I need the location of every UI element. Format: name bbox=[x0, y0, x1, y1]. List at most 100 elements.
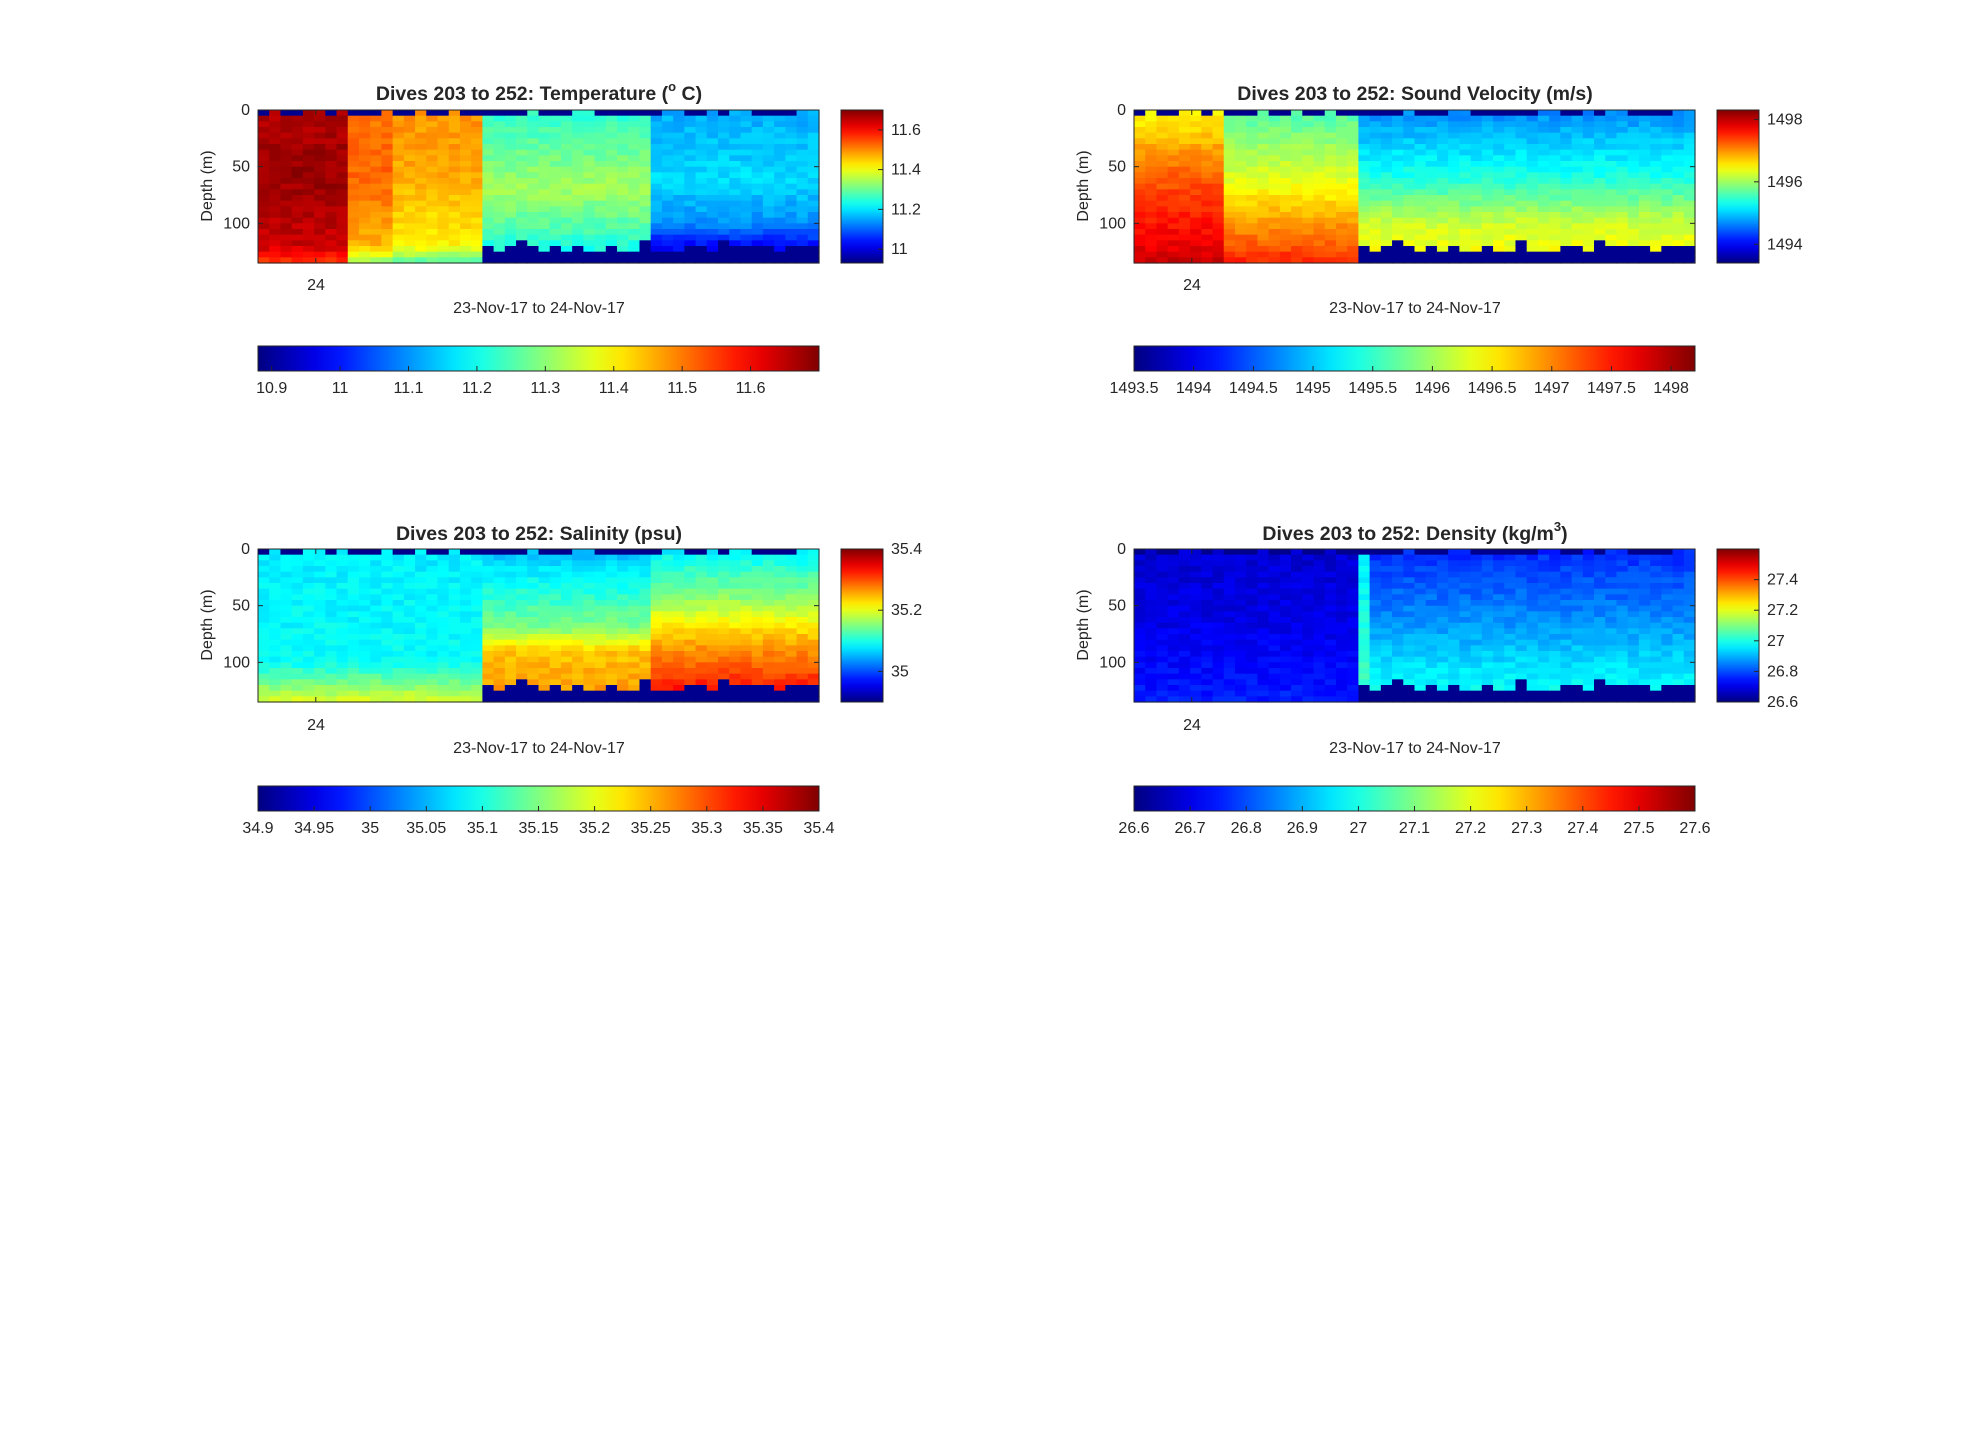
heatmap-cell bbox=[1481, 246, 1494, 253]
heatmap-cell bbox=[1436, 127, 1449, 134]
heatmap-cell bbox=[302, 127, 315, 134]
heatmap-cell bbox=[1302, 656, 1315, 663]
heatmap-cell bbox=[617, 685, 629, 692]
heatmap-cell bbox=[1571, 172, 1584, 179]
heatmap-cell bbox=[403, 622, 416, 629]
heatmap-cell bbox=[504, 144, 517, 151]
heatmap-cell bbox=[572, 651, 584, 658]
heatmap-cell bbox=[504, 690, 517, 697]
heatmap-cell bbox=[1380, 121, 1393, 128]
heatmap-cell bbox=[403, 110, 416, 117]
heatmap-cell bbox=[639, 212, 652, 219]
heatmap-cell bbox=[740, 251, 753, 258]
heatmap-cell bbox=[1537, 166, 1550, 173]
heatmap-cell bbox=[718, 634, 730, 641]
heatmap-cell bbox=[291, 149, 304, 156]
heatmap-cell bbox=[448, 149, 461, 156]
heatmap-cell bbox=[302, 115, 315, 122]
heatmap-cell bbox=[785, 600, 798, 607]
heatmap-cell bbox=[762, 566, 775, 573]
heatmap-cell bbox=[516, 212, 528, 219]
heatmap-cell bbox=[392, 628, 405, 635]
heatmap-cell bbox=[269, 656, 282, 663]
heatmap-cell bbox=[718, 622, 730, 629]
heatmap-cell bbox=[1414, 178, 1427, 185]
heatmap-cell bbox=[583, 696, 596, 703]
heatmap-cell bbox=[392, 656, 405, 663]
heatmap-cell bbox=[302, 178, 315, 185]
heatmap-cell bbox=[1414, 149, 1427, 156]
heatmap-cell bbox=[1302, 223, 1315, 230]
heatmap-cell bbox=[392, 639, 405, 646]
heatmap-cell bbox=[706, 115, 719, 122]
heatmap-cell bbox=[1201, 554, 1214, 561]
heatmap-cell bbox=[1459, 132, 1472, 139]
heatmap-cell bbox=[762, 583, 775, 590]
heatmap-cell bbox=[1392, 594, 1404, 601]
heatmap-cell bbox=[740, 178, 753, 185]
heatmap-cell bbox=[258, 566, 270, 573]
heatmap-cell bbox=[1145, 611, 1158, 618]
heatmap-cell bbox=[448, 622, 461, 629]
heatmap-cell bbox=[1212, 588, 1225, 595]
heatmap-cell bbox=[1190, 234, 1202, 241]
heatmap-cell bbox=[572, 617, 584, 624]
heatmap-cell bbox=[594, 195, 607, 202]
heatmap-cell bbox=[1582, 115, 1595, 122]
heatmap-cell bbox=[1380, 257, 1393, 264]
heatmap-cell bbox=[1313, 229, 1326, 236]
heatmap-cell bbox=[493, 662, 506, 669]
heatmap-cell bbox=[1279, 246, 1292, 253]
heatmap-cell bbox=[1414, 611, 1427, 618]
heatmap-cell bbox=[560, 617, 573, 624]
heatmap-cell bbox=[1257, 149, 1270, 156]
heatmap-cell bbox=[516, 656, 528, 663]
heatmap-cell bbox=[807, 549, 820, 556]
heatmap-cell bbox=[1403, 240, 1416, 247]
heatmap-cell bbox=[560, 622, 573, 629]
heatmap-cell bbox=[1380, 634, 1393, 641]
heatmap-cell bbox=[639, 690, 652, 697]
heatmap-cell bbox=[1324, 577, 1337, 584]
heatmap-cell bbox=[1436, 571, 1449, 578]
heatmap-cell bbox=[661, 634, 674, 641]
heatmap-cell bbox=[740, 195, 753, 202]
heatmap-cell bbox=[482, 246, 495, 253]
heatmap-cell bbox=[1134, 673, 1146, 680]
heatmap-cell bbox=[314, 251, 326, 258]
heatmap-cell bbox=[628, 685, 641, 692]
colorbar-tick-label: 1497 bbox=[1534, 380, 1570, 397]
heatmap-cell bbox=[594, 611, 607, 618]
heatmap-cell bbox=[1380, 240, 1393, 247]
heatmap-cell bbox=[1291, 132, 1303, 139]
heatmap-cell bbox=[1167, 257, 1180, 264]
heatmap-cell bbox=[415, 110, 427, 117]
heatmap-cell bbox=[280, 554, 293, 561]
heatmap-cell bbox=[673, 639, 685, 646]
heatmap-cell bbox=[684, 144, 697, 151]
heatmap-cell bbox=[493, 155, 506, 162]
heatmap-cell bbox=[1560, 155, 1573, 162]
heatmap-cell bbox=[448, 645, 461, 652]
heatmap-cell bbox=[560, 234, 573, 241]
heatmap-cell bbox=[381, 246, 394, 253]
heatmap-cell bbox=[617, 132, 629, 139]
heatmap-cell bbox=[1246, 138, 1259, 145]
heatmap-cell bbox=[1414, 560, 1427, 567]
heatmap-cell bbox=[718, 639, 730, 646]
heatmap-cell bbox=[1313, 560, 1326, 567]
heatmap-cell bbox=[269, 696, 282, 703]
heatmap-cell bbox=[628, 166, 641, 173]
heatmap-cell bbox=[695, 178, 708, 185]
heatmap-cell bbox=[718, 679, 730, 686]
heatmap-cell bbox=[347, 622, 360, 629]
heatmap-cell bbox=[605, 566, 618, 573]
heatmap-cell bbox=[1291, 588, 1303, 595]
heatmap-cell bbox=[1190, 155, 1202, 162]
heatmap-cell bbox=[381, 138, 394, 145]
heatmap-cell bbox=[796, 662, 809, 669]
heatmap-cell bbox=[504, 138, 517, 145]
heatmap-cell bbox=[381, 195, 394, 202]
heatmap-cell bbox=[1436, 600, 1449, 607]
heatmap-cell bbox=[1302, 560, 1315, 567]
